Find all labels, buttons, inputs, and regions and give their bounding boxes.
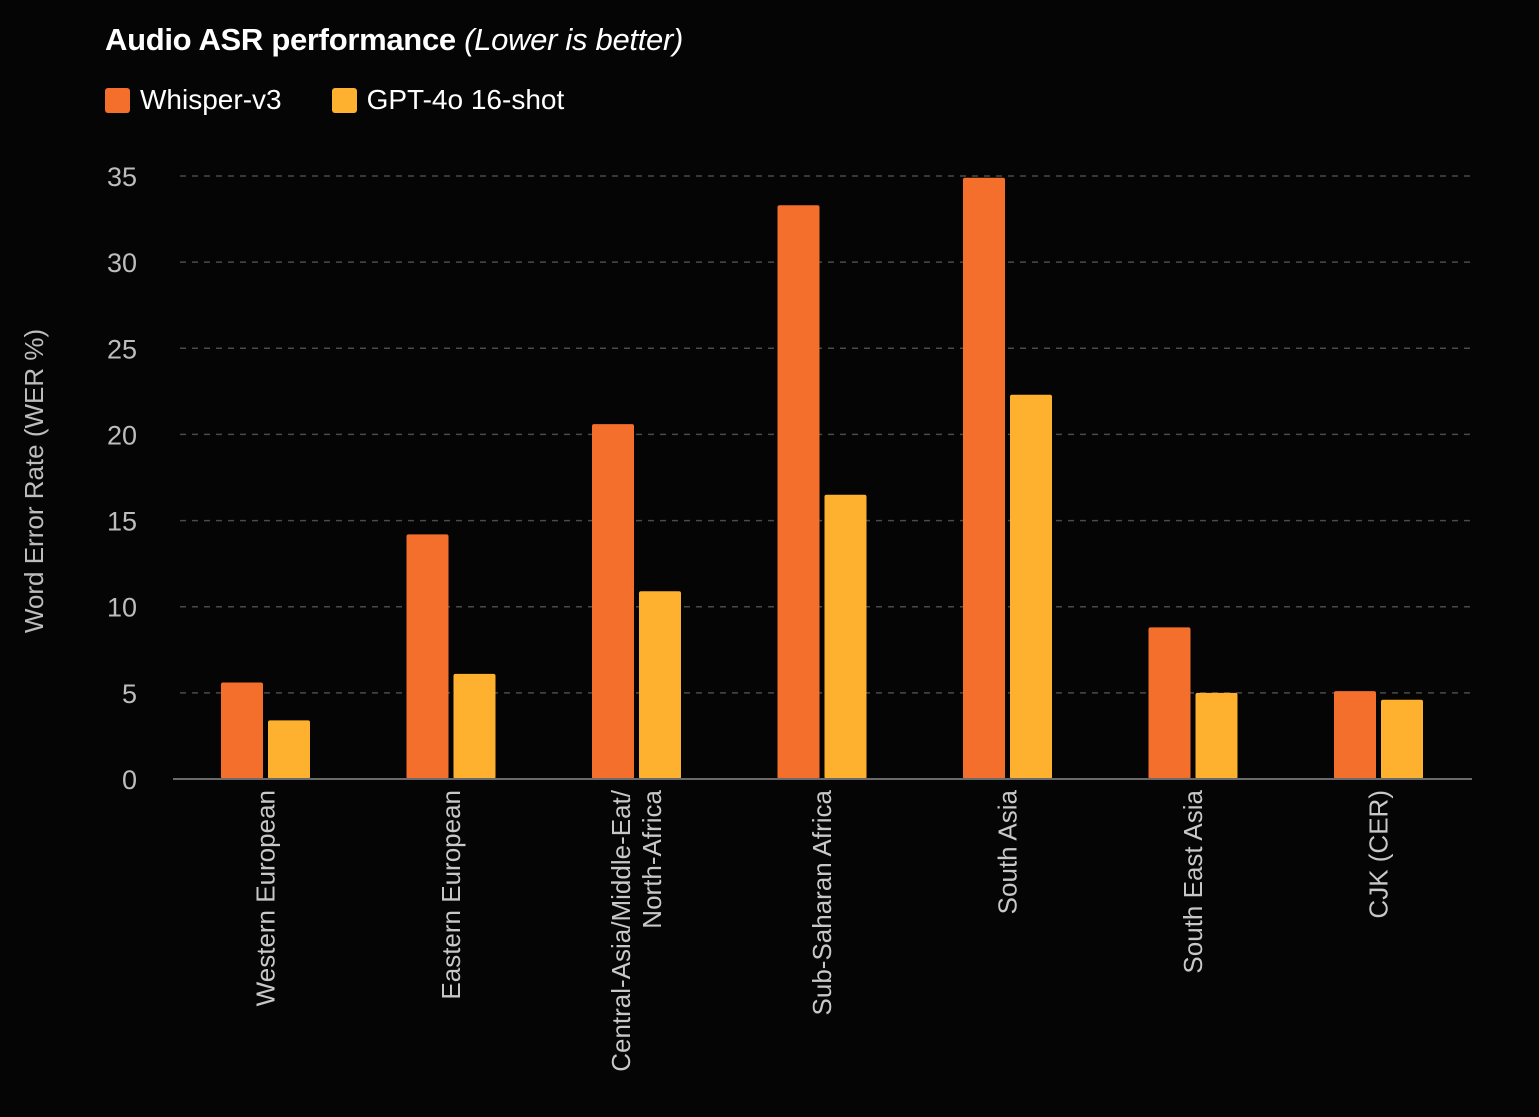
y-tick-label-30: 30 <box>107 248 137 278</box>
bar-gpt4o-4 <box>1010 394 1052 779</box>
y-tick-label-25: 25 <box>107 334 137 364</box>
bar-gpt4o-5 <box>1195 692 1238 779</box>
bar-whisper-2 <box>592 424 634 779</box>
x-tick-label-6: CJK (CER) <box>1364 790 1394 919</box>
legend-label-gpt4o: GPT-4o 16-shot <box>366 84 565 115</box>
legend-item-whisper: Whisper-v3 <box>105 84 282 116</box>
y-tick-label-10: 10 <box>107 593 137 623</box>
x-tick-label-2-line-1: North-Africa <box>637 789 667 928</box>
legend-swatch-whisper <box>105 87 130 113</box>
bar-whisper-6 <box>1334 691 1376 779</box>
bar-whisper-1 <box>406 534 449 779</box>
x-tick-label-0: Western European <box>251 790 281 1006</box>
x-axis-ticks: Western European Eastern European Central-… <box>251 789 1394 1072</box>
bar-whisper-3 <box>777 205 820 779</box>
y-tick-label-0: 0 <box>122 765 137 795</box>
legend-item-gpt4o: GPT-4o 16-shot <box>331 84 565 116</box>
x-tick-label-5: South East Asia <box>1178 789 1208 973</box>
bar-gpt4o-0 <box>268 720 310 779</box>
bar-gpt4o-2 <box>639 591 681 779</box>
bar-whisper-4 <box>963 177 1005 780</box>
y-tick-label-20: 20 <box>107 420 137 450</box>
x-tick-label-2-line-0: Central-Asia/Middle-Eat/ <box>606 789 636 1072</box>
chart-title-text: Audio ASR performance <box>105 22 456 57</box>
bars <box>221 177 1423 780</box>
y-axis-ticks: 0 5 10 15 20 25 30 35 <box>107 162 137 795</box>
legend: Whisper-v3 GPT-4o 16-shot <box>105 84 614 116</box>
x-tick-label-1: Eastern European <box>436 790 466 1000</box>
y-tick-label-5: 5 <box>122 679 137 709</box>
bar-gpt4o-3 <box>824 494 867 779</box>
y-axis-label: Word Error Rate (WER %) <box>19 329 49 633</box>
x-tick-label-3: Sub-Saharan Africa <box>807 789 837 1015</box>
bar-whisper-0 <box>221 682 263 779</box>
y-tick-label-35: 35 <box>107 162 137 192</box>
bar-gpt4o-6 <box>1381 699 1423 779</box>
chart-title: Audio ASR performance (Lower is better) <box>105 22 683 58</box>
y-tick-label-15: 15 <box>107 507 137 537</box>
x-tick-label-4: South Asia <box>993 789 1023 914</box>
chart-subtitle: (Lower is better) <box>464 22 684 57</box>
bar-whisper-5 <box>1148 627 1191 779</box>
bar-gpt4o-1 <box>453 673 496 779</box>
legend-swatch-gpt4o <box>331 87 357 113</box>
legend-label-whisper: Whisper-v3 <box>140 84 282 115</box>
